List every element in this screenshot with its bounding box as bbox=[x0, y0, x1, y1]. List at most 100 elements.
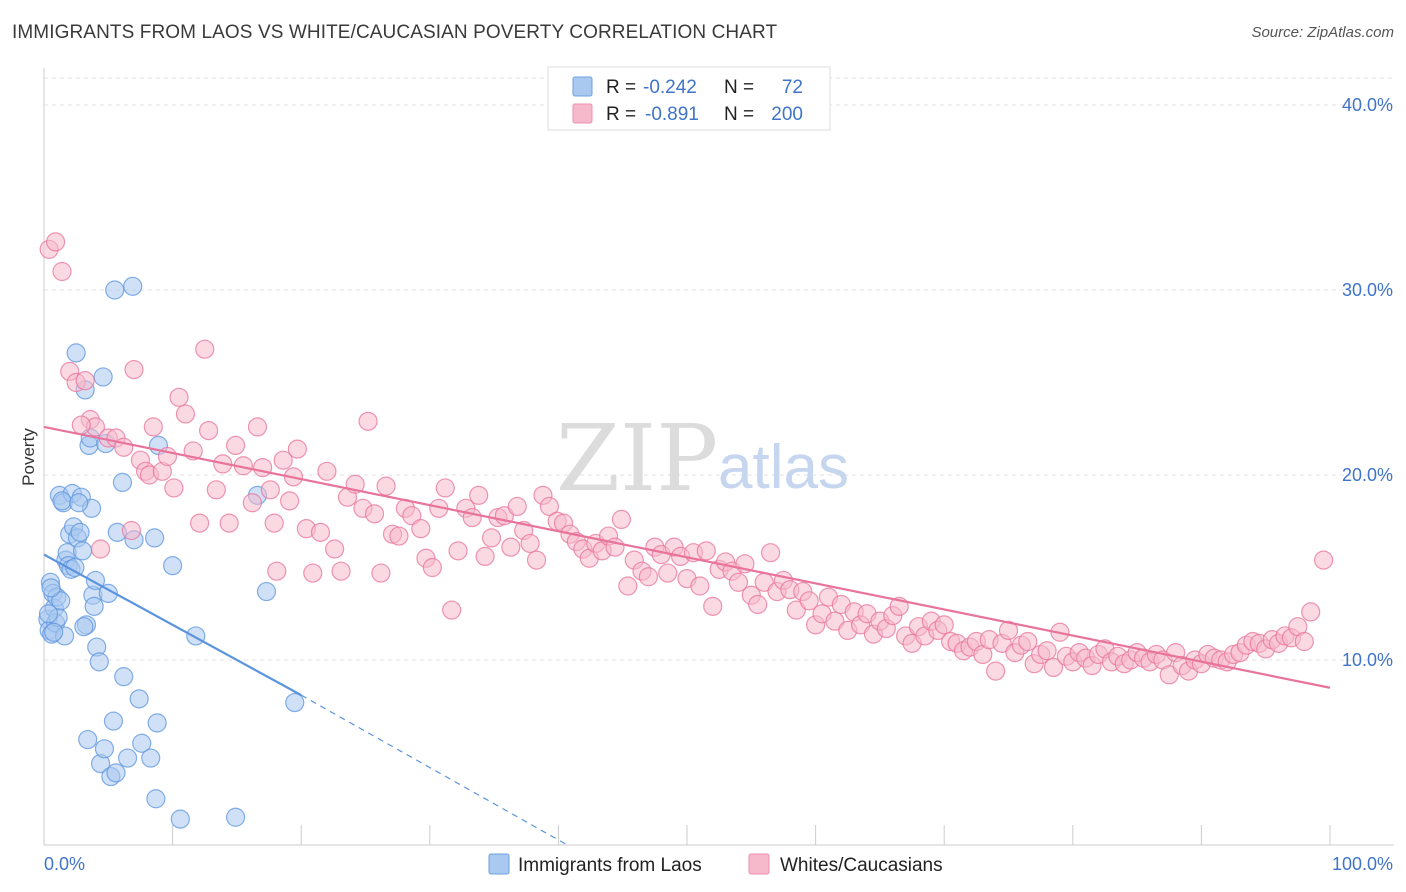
data-point bbox=[206, 480, 226, 500]
data-point bbox=[170, 809, 190, 829]
data-point bbox=[618, 576, 638, 596]
data-point bbox=[986, 661, 1006, 681]
legend-n-value-whites: 200 bbox=[771, 104, 803, 125]
data-point bbox=[760, 543, 781, 563]
data-point bbox=[45, 232, 66, 252]
data-point bbox=[226, 807, 246, 827]
data-point bbox=[52, 491, 72, 511]
data-point bbox=[114, 667, 134, 687]
data-point bbox=[169, 387, 189, 407]
data-point bbox=[51, 591, 71, 611]
series-laos bbox=[38, 276, 305, 829]
y-tick-label: 20.0% bbox=[1342, 465, 1393, 485]
data-point bbox=[267, 561, 287, 581]
data-point bbox=[287, 439, 307, 459]
data-point bbox=[411, 519, 431, 539]
data-point bbox=[475, 546, 495, 567]
data-point bbox=[112, 472, 133, 492]
data-point bbox=[786, 600, 806, 620]
data-point bbox=[317, 461, 337, 481]
y-axis-label: Poverty bbox=[19, 428, 38, 486]
data-point bbox=[638, 567, 659, 587]
data-point bbox=[934, 615, 954, 635]
data-point bbox=[66, 343, 86, 363]
data-point bbox=[462, 507, 482, 528]
data-point bbox=[247, 417, 268, 437]
data-point bbox=[129, 689, 149, 709]
data-point bbox=[219, 513, 239, 533]
data-point bbox=[325, 539, 345, 559]
data-point bbox=[303, 563, 323, 583]
data-point bbox=[371, 563, 391, 583]
legend-n-label-laos: N = bbox=[724, 77, 754, 98]
data-point bbox=[226, 435, 246, 455]
y-tick-label: 10.0% bbox=[1342, 650, 1393, 670]
top-legend: R = -0.242 N = 72 R = -0.891 N = 200 bbox=[547, 66, 831, 131]
series-whites bbox=[39, 232, 1334, 685]
data-point bbox=[124, 359, 144, 380]
data-point bbox=[539, 496, 559, 517]
data-point bbox=[435, 478, 455, 498]
data-point bbox=[1018, 631, 1038, 652]
data-point bbox=[52, 261, 72, 282]
trend-line-whites bbox=[43, 425, 1331, 689]
data-point bbox=[78, 729, 98, 750]
data-point bbox=[507, 496, 527, 517]
data-point bbox=[310, 522, 331, 542]
data-point bbox=[41, 578, 61, 598]
watermark-atlas: atlas bbox=[718, 433, 849, 502]
data-point bbox=[1043, 657, 1064, 678]
trend-line-extension-laos bbox=[300, 694, 568, 846]
data-point bbox=[481, 528, 502, 548]
data-point bbox=[105, 280, 125, 300]
data-point bbox=[38, 604, 59, 624]
data-point bbox=[469, 485, 489, 505]
data-point bbox=[147, 713, 167, 733]
data-point bbox=[799, 591, 819, 611]
data-point bbox=[72, 541, 93, 561]
data-point bbox=[132, 733, 152, 753]
y-tick-label: 30.0% bbox=[1342, 280, 1393, 300]
data-point bbox=[1294, 631, 1314, 652]
data-point bbox=[703, 596, 723, 616]
data-series bbox=[38, 232, 1334, 829]
data-point bbox=[696, 541, 716, 561]
data-point bbox=[117, 748, 138, 768]
data-point bbox=[1313, 550, 1334, 570]
data-point bbox=[285, 692, 305, 713]
data-point bbox=[331, 561, 351, 581]
data-point bbox=[1037, 641, 1057, 661]
tick-labels: 10.0% 20.0% 30.0% 40.0% 0.0% 100.0% bbox=[44, 95, 1393, 874]
data-point bbox=[44, 622, 64, 642]
data-point bbox=[75, 371, 95, 391]
data-point bbox=[143, 417, 163, 437]
data-point bbox=[526, 550, 547, 570]
data-point bbox=[70, 522, 90, 542]
data-point bbox=[74, 617, 94, 637]
data-point bbox=[186, 626, 206, 646]
data-point bbox=[163, 556, 183, 576]
data-point bbox=[280, 491, 300, 511]
x-tick-label-max: 100.0% bbox=[1332, 854, 1393, 874]
trend-line-laos bbox=[43, 553, 302, 697]
data-point bbox=[422, 557, 442, 578]
trend-lines bbox=[43, 425, 1331, 846]
data-point bbox=[106, 763, 126, 783]
source-label: Source: ZipAtlas.com bbox=[1251, 24, 1394, 41]
bottom-legend-label-whites: Whites/Caucasians bbox=[780, 855, 943, 876]
legend-r-value-whites: -0.891 bbox=[645, 104, 699, 125]
data-point bbox=[658, 563, 678, 583]
data-point bbox=[389, 526, 409, 546]
watermark-zip: ZIP bbox=[556, 405, 718, 512]
data-point bbox=[448, 541, 468, 561]
data-point bbox=[264, 513, 284, 533]
data-point bbox=[141, 748, 161, 768]
data-point bbox=[93, 367, 113, 387]
bottom-legend-swatch-laos bbox=[488, 853, 510, 875]
data-point bbox=[146, 789, 166, 809]
data-point bbox=[376, 476, 396, 496]
data-point bbox=[89, 652, 109, 672]
legend-r-value-laos: -0.242 bbox=[643, 77, 697, 98]
data-point bbox=[164, 478, 184, 498]
data-point bbox=[358, 411, 378, 431]
